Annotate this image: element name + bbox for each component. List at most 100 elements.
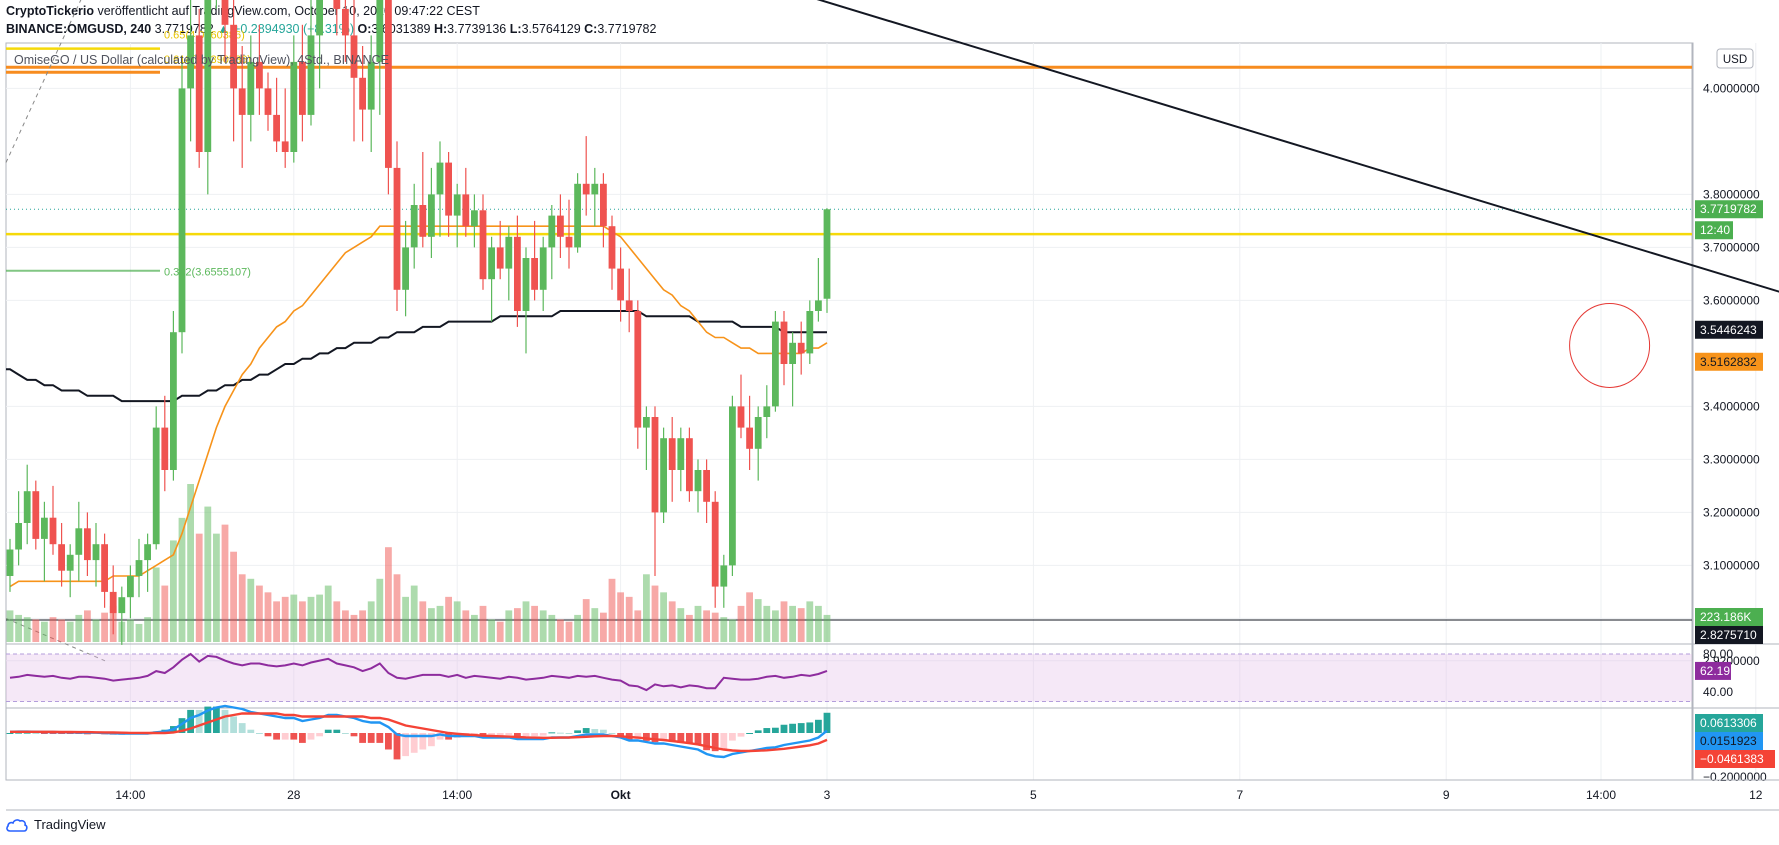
macd-histogram-bar: [789, 723, 796, 733]
volume-bar: [815, 605, 822, 642]
signal-line: [10, 712, 828, 753]
macd-histogram-bar: [204, 706, 212, 733]
time-axis[interactable]: 14:002814:00Okt357914:0012141614:0019212…: [6, 779, 1779, 811]
volume-bar: [316, 594, 323, 642]
candle-body: [238, 88, 246, 115]
volume-bars: [6, 484, 831, 642]
rsi-tick: 80.00: [1703, 647, 1733, 661]
time-tick: Okt: [611, 788, 631, 802]
macd-histogram-bar: [591, 729, 599, 733]
macd-histogram-bar: [711, 733, 719, 752]
candle-body: [720, 565, 728, 587]
candle-body: [342, 8, 349, 36]
macd-histogram-bar: [763, 728, 771, 733]
candle-body: [299, 61, 306, 115]
volume-bar: [505, 610, 513, 642]
macd-histogram-bar: [677, 733, 685, 743]
volume-bar: [600, 612, 607, 642]
macd-histogram-bar: [187, 709, 194, 733]
volume-bar: [694, 605, 702, 642]
candle-body: [333, 0, 341, 9]
macd-histogram-bar: [307, 733, 315, 740]
candle-body: [419, 205, 427, 237]
time-tick: 14:00: [442, 788, 472, 802]
macd-value-tag-bg: [1695, 732, 1763, 750]
candle-body: [101, 544, 108, 592]
macd-histogram-bar: [514, 733, 521, 738]
macd-histogram-bar: [720, 733, 728, 750]
candle-body: [49, 517, 57, 545]
candle-body: [350, 35, 358, 78]
macd-histogram-bar: [703, 733, 710, 751]
macd-histogram-bar: [428, 733, 435, 747]
volume-bar: [299, 601, 306, 642]
price-tick: 3.2000000: [1703, 505, 1760, 519]
candle-body: [479, 210, 487, 280]
candle-body: [118, 597, 126, 614]
volume-bar: [703, 610, 710, 642]
candle-body: [651, 417, 659, 513]
macd-histogram-bar: [823, 712, 831, 733]
volume-bar: [290, 594, 298, 642]
candle-body: [170, 332, 177, 470]
macd-histogram-bar: [557, 732, 564, 734]
volume-tag-bg: [1695, 608, 1763, 626]
macd-histogram-bar: [419, 733, 427, 750]
time-tick: 7: [1236, 788, 1243, 802]
macd-histogram-bar: [668, 733, 676, 742]
macd-histogram-bar: [342, 733, 349, 734]
rsi-pane: [6, 652, 1692, 702]
volume-bar: [574, 614, 581, 642]
candle-body: [445, 162, 452, 216]
candle-body: [591, 183, 599, 195]
volume-bar: [15, 614, 22, 642]
volume-bar: [677, 608, 685, 642]
volume-bar: [453, 601, 461, 642]
candle-body: [66, 554, 74, 571]
tradingview-logo[interactable]: TradingView: [6, 817, 106, 832]
candle-body: [281, 141, 289, 152]
macd-histogram-bar: [496, 733, 504, 736]
macd-histogram-bar: [600, 729, 607, 733]
volume-bar: [195, 533, 203, 642]
rsi-line: [9, 652, 828, 692]
volume-bar: [273, 601, 280, 642]
candle-body: [436, 162, 444, 195]
candles: [6, 0, 831, 645]
candle-body: [144, 544, 151, 561]
volume-bar: [668, 601, 676, 642]
macd-histogram-bar: [264, 733, 272, 737]
drawings: [816, 0, 1779, 388]
volume-bar: [514, 608, 521, 642]
volume-bar: [496, 621, 504, 642]
candle-body: [557, 215, 564, 237]
volume-bar: [238, 574, 246, 642]
macd-histogram-bar: [230, 716, 237, 733]
candle-body: [531, 258, 538, 290]
candle-body: [109, 591, 117, 614]
sma200-line: [6, 310, 827, 403]
candle-body: [402, 247, 409, 290]
volume-bar: [686, 614, 693, 642]
sma-tag: 3.5446243: [1700, 323, 1757, 337]
currency-badge[interactable]: USD: [1716, 48, 1754, 69]
macd-value-tag: 0.0151923: [1700, 734, 1757, 748]
sma-tag-bg: [1695, 320, 1763, 339]
time-tick: 14:00: [115, 788, 145, 802]
volume-bar: [436, 605, 444, 642]
macd-histogram-bar: [565, 733, 573, 734]
publish-info: veröffentlicht auf TradingView.com, Octo…: [97, 4, 480, 18]
price-axis[interactable]: 4.60000004.40000004.20000004.00000003.80…: [1695, 0, 1775, 784]
volume-bar: [221, 524, 229, 642]
macd-histogram-bar: [522, 733, 530, 737]
candle-body: [195, 35, 203, 152]
volume-bar: [32, 619, 40, 642]
candle-body: [75, 528, 83, 555]
time-tick: 14:00: [1586, 788, 1616, 802]
candle-body: [393, 167, 401, 290]
candle-body: [256, 61, 263, 89]
candle-body: [582, 183, 590, 195]
publish-line: CryptoTickerio veröffentlicht auf Tradin…: [6, 4, 480, 18]
macd-histogram-bar: [367, 733, 375, 743]
